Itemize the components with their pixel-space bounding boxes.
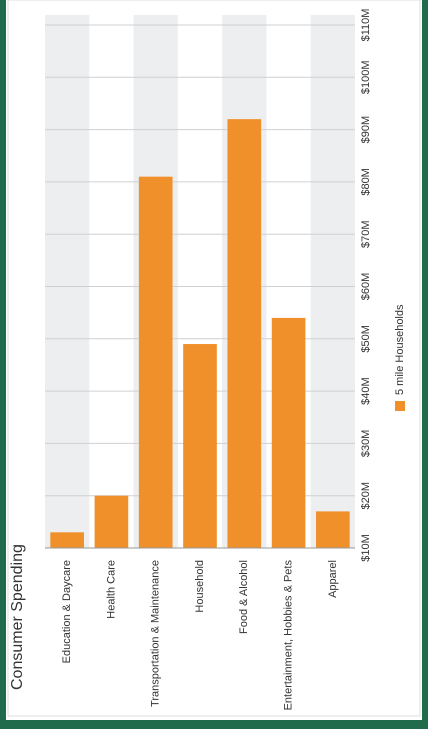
- x-tick-label: Entertainment, Hobbies & Pets: [282, 560, 294, 711]
- y-tick-label: $70M: [360, 220, 372, 248]
- band: [310, 15, 355, 548]
- x-tick-label: Education & Daycare: [61, 560, 73, 663]
- y-tick-label: $50M: [360, 325, 372, 353]
- x-tick-label: Household: [194, 560, 206, 613]
- y-tick-label: $110M: [360, 9, 372, 42]
- y-tick-label: $100M: [360, 60, 372, 94]
- y-tick-label: $40M: [360, 377, 372, 405]
- bar: [316, 511, 350, 548]
- x-tick-label: Transportation & Maintenance: [150, 560, 162, 707]
- x-tick-label: Apparel: [327, 560, 339, 598]
- y-tick-label: $20M: [360, 482, 372, 510]
- bar: [138, 176, 173, 549]
- y-tick-label: $90M: [360, 116, 372, 144]
- y-tick-label: $10M: [360, 534, 372, 562]
- bar: [50, 532, 84, 548]
- bar: [271, 317, 306, 548]
- bar: [94, 495, 129, 548]
- x-tick-label: Food & Alcohol: [238, 560, 250, 634]
- bar: [227, 119, 262, 548]
- y-tick-label: $60M: [360, 273, 372, 301]
- bar: [183, 344, 217, 548]
- y-tick-label: $80M: [360, 168, 372, 196]
- chart-title: Consumer Spending: [9, 544, 26, 690]
- legend-swatch: [395, 401, 405, 411]
- x-tick-label: Health Care: [105, 560, 117, 619]
- legend-label: 5 mile Households: [394, 304, 406, 395]
- panel-border: [7, 0, 421, 717]
- band: [45, 15, 90, 548]
- y-tick-label: $30M: [360, 430, 372, 458]
